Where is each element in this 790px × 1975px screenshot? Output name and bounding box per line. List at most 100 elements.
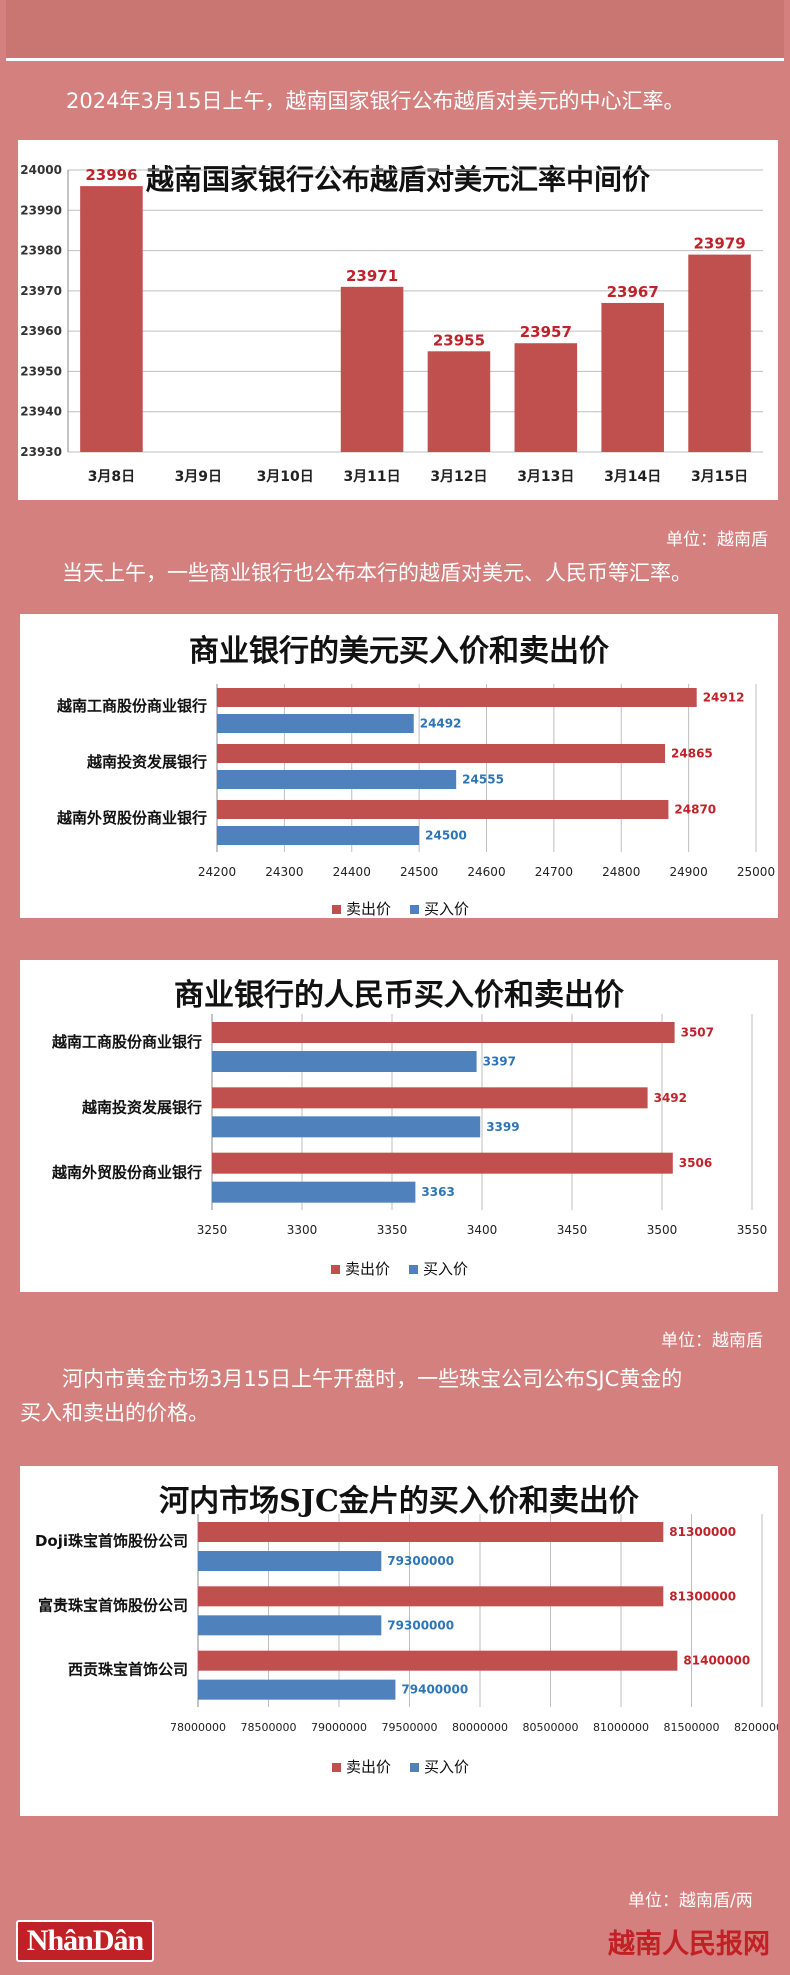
x-tick-label: 24500 [400,865,438,879]
data-label: 23971 [346,267,398,285]
x-tick-label: 82000000 [734,1721,778,1734]
x-tick-label: 24400 [333,865,371,879]
x-tick-label: 24800 [602,865,640,879]
legend-label: 卖出价 [346,900,391,918]
legend-label: 买入价 [424,900,469,918]
data-label: 3507 [681,1026,714,1040]
x-tick-label: 3300 [287,1223,318,1237]
category-label: 越南工商股份商业银行 [56,697,207,715]
chart-panel-2: 商业银行的美元买入价和卖出价 24200 24300 24400 24500 24600… [20,614,778,918]
x-tick-label: 78000000 [170,1721,226,1734]
intro-paragraph-3a: 河内市黄金市场3月15日上午开盘时，一些珠宝公司公布SJC黄金的 [62,1367,683,1391]
x-tick-label: 3550 [737,1223,768,1237]
x-tick-label: 24200 [198,865,236,879]
bar [198,1650,678,1671]
x-tick-label: 3月9日 [175,469,222,485]
x-tick-label: 79000000 [311,1721,367,1734]
site-brand-text[interactable]: 越南人民报网 [608,1929,770,1960]
bar [198,1586,664,1607]
x-tick-label: 3500 [647,1223,678,1237]
y-tick-label: 23960 [20,324,62,338]
bar [198,1551,382,1571]
y-tick-label: 24000 [20,163,62,177]
data-label: 24865 [671,747,713,761]
bar [688,254,751,452]
bar [514,343,578,452]
category-label: 越南工商股份商业银行 [51,1033,202,1051]
x-tick-label: 80500000 [523,1721,579,1734]
bar [217,744,666,763]
x-tick-label: 80000000 [452,1721,508,1734]
chart-title-4: 河内市场SJC金片的买入价和卖出价 [159,1484,639,1519]
x-tick-label: 3450 [557,1223,588,1237]
x-tick-label: 3月14日 [604,469,661,485]
x-tick-label: 24900 [670,865,708,879]
x-tick-label: 3400 [467,1223,498,1237]
y-tick-label: 23980 [20,244,62,258]
legend-label: 卖出价 [345,1260,390,1278]
data-label: 79300000 [387,1618,454,1632]
legend-swatch [410,905,419,914]
nhandan-logo[interactable]: NhânDân [16,1920,154,1962]
bar [212,1152,673,1174]
y-tick-label: 23930 [20,445,62,459]
data-label: 81300000 [669,1525,736,1539]
category-label: 越南外贸股份商业银行 [51,1164,202,1182]
legend-swatch [332,905,341,914]
bar [217,770,457,789]
bar [217,688,697,707]
category-label: 越南外贸股份商业银行 [56,809,207,827]
x-tick-label: 3月10日 [257,469,314,485]
y-tick-label: 23970 [20,284,62,298]
x-tick-label: 81000000 [593,1721,649,1734]
data-label: 79300000 [387,1554,454,1568]
bar [212,1087,648,1109]
data-label: 81300000 [669,1589,736,1603]
bar [212,1051,477,1072]
bar [217,714,414,733]
data-label: 3506 [679,1156,712,1170]
unit-label-3: 单位：越南盾/两 [628,1891,753,1911]
y-tick-label: 23950 [20,364,62,378]
legend-label: 买入价 [423,1260,468,1278]
bar [427,351,491,452]
x-tick-label: 24300 [265,865,303,879]
bar [217,826,420,845]
legend-swatch [332,1763,341,1772]
chart-panel-1: 越南国家银行公布越盾对美元汇率中间价 23930 23940 23950 23960 2… [18,140,778,500]
data-label: 3363 [421,1185,454,1199]
x-tick-label: 24700 [535,865,573,879]
data-label: 81400000 [683,1654,750,1668]
data-label: 23957 [520,323,572,341]
x-tick-label: 24600 [467,865,505,879]
x-tick-label: 3月15日 [691,469,748,485]
intro-paragraph-1: 2024年3月15日上午，越南国家银行公布越盾对美元的中心汇率。 [66,89,685,113]
y-tick-label: 23990 [20,203,62,217]
bar [198,1522,664,1542]
x-tick-label: 3月12日 [430,469,487,485]
chart-title-2: 商业银行的美元买入价和卖出价 [189,634,609,669]
x-tick-label: 3月11日 [343,469,400,485]
data-label: 3492 [654,1091,687,1105]
data-label: 3399 [486,1120,519,1134]
legend-label: 卖出价 [346,1758,391,1776]
category-label: 西贡珠宝首饰公司 [68,1661,188,1679]
y-tick-label: 23940 [20,405,62,419]
bar [340,286,404,452]
data-label: 24912 [703,691,745,705]
bar [212,1181,416,1203]
x-tick-label: 81500000 [664,1721,720,1734]
bar [80,186,143,452]
category-label: Doji珠宝首饰股份公司 [35,1532,188,1550]
bar [212,1116,481,1138]
legend-swatch [409,1265,418,1274]
x-tick-label: 78500000 [241,1721,297,1734]
data-label: 23955 [433,331,485,349]
x-tick-label: 79500000 [382,1721,438,1734]
x-tick-label: 25000 [737,865,775,879]
intro-paragraph-3b: 买入和卖出的价格。 [20,1401,209,1425]
category-label: 富贵珠宝首饰股份公司 [38,1596,188,1614]
intro-paragraph-2: 当天上午，一些商业银行也公布本行的越盾对美元、人民币等汇率。 [62,561,692,585]
x-tick-label: 3250 [197,1223,228,1237]
bar [217,800,669,819]
